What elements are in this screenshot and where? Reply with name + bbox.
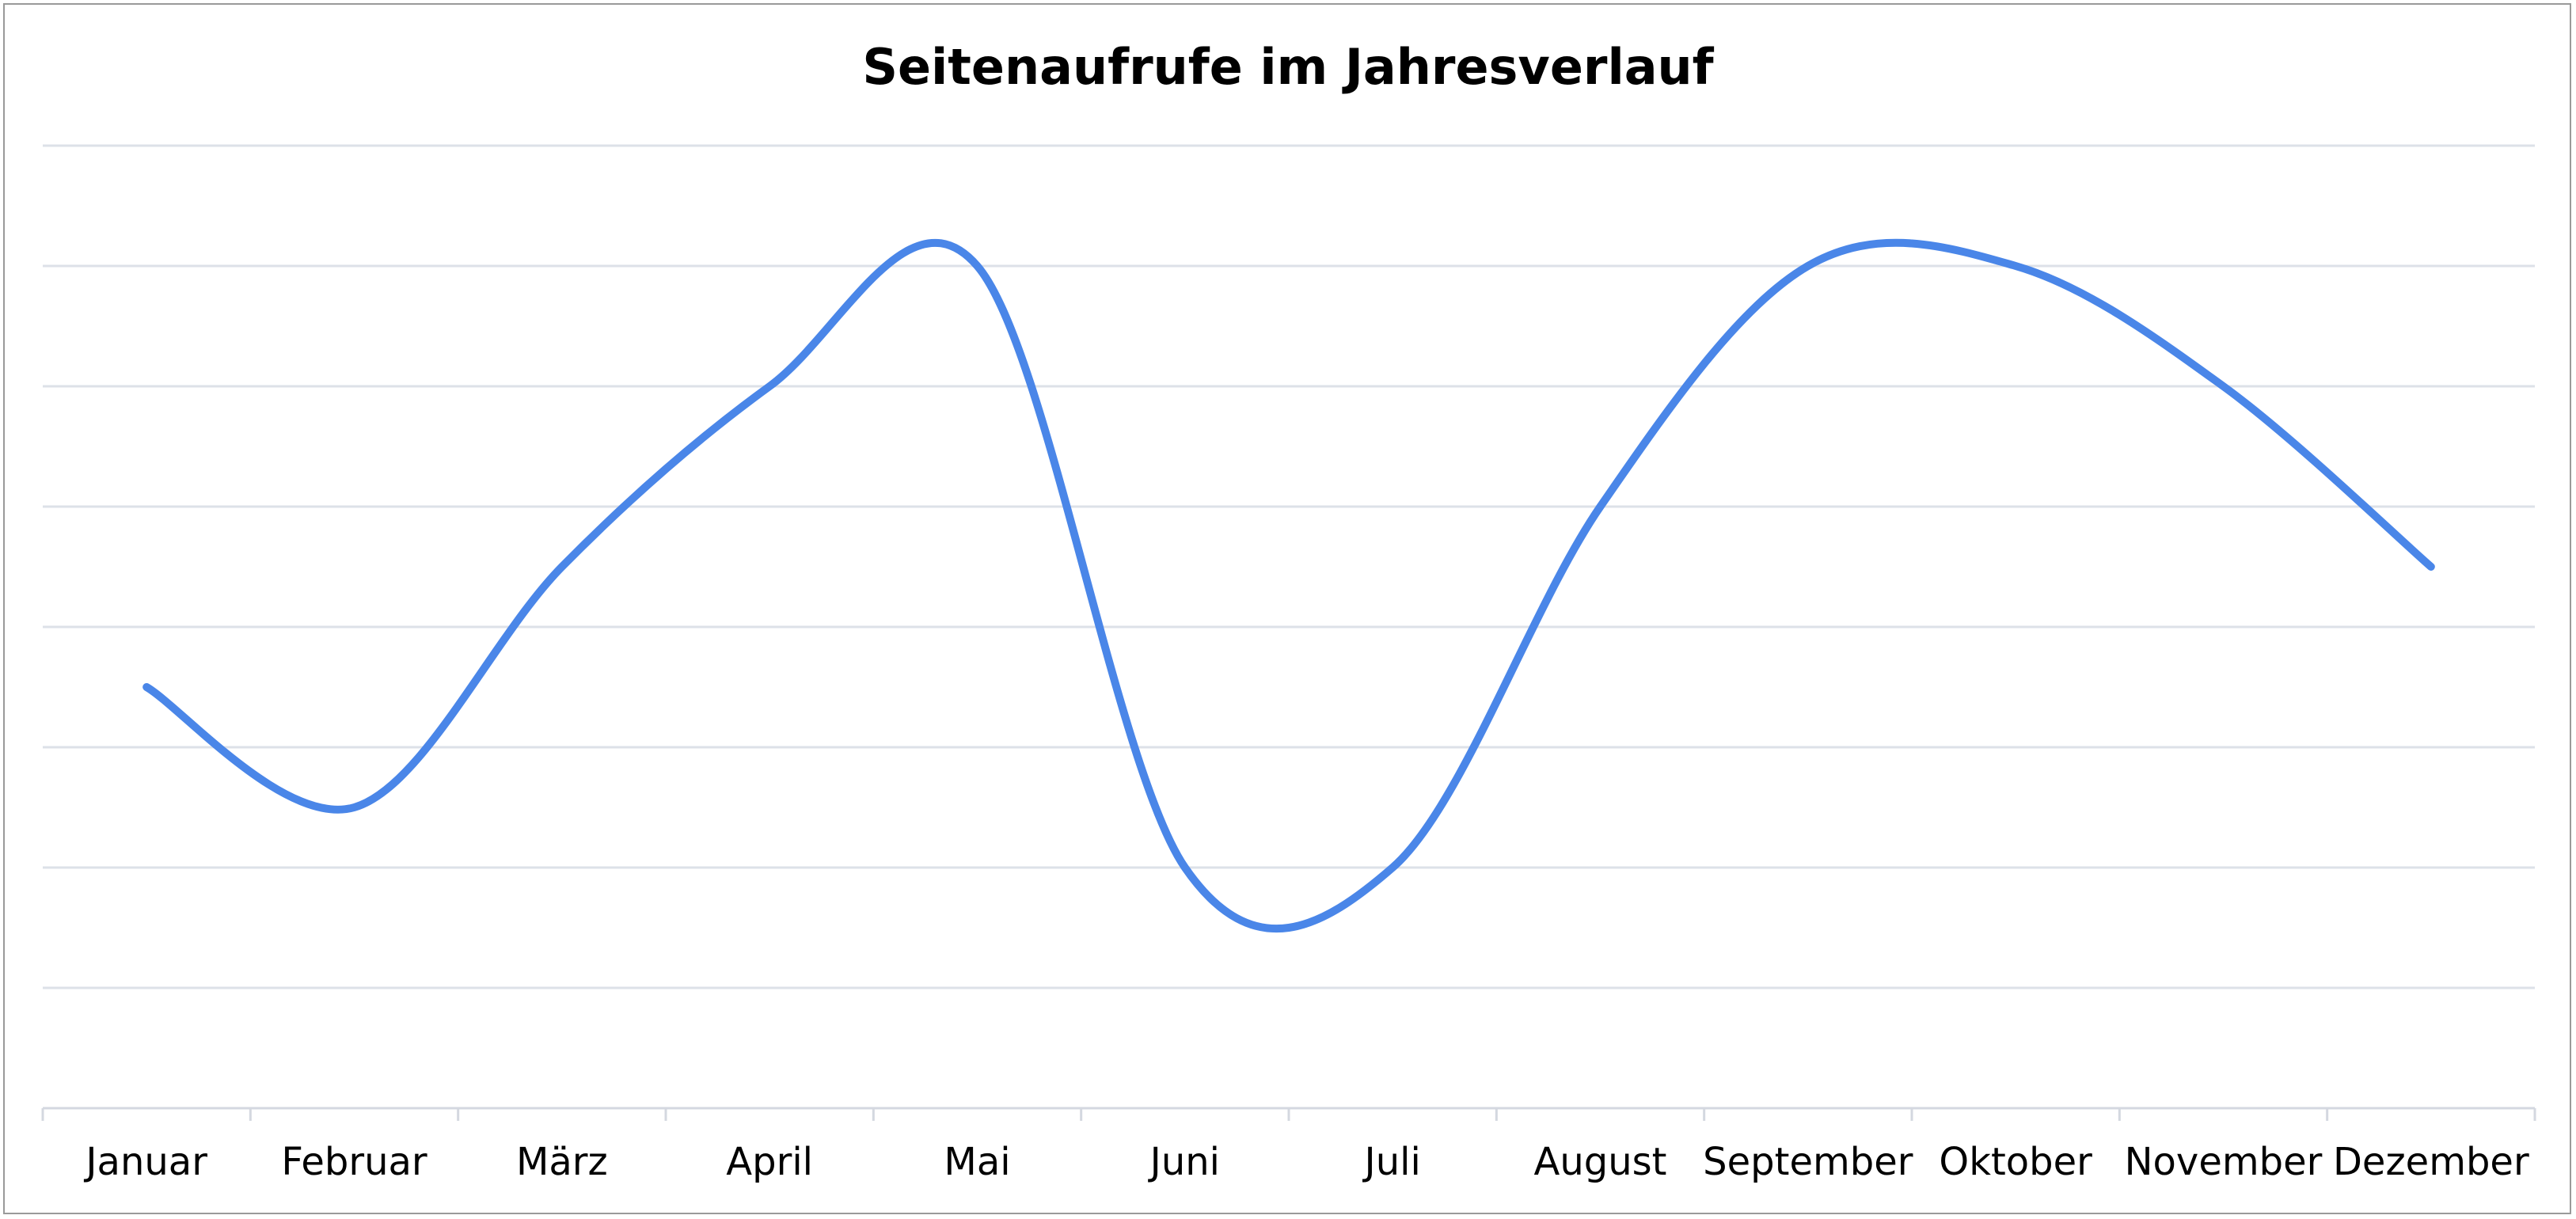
data-point-juni bbox=[1180, 863, 1190, 872]
x-axis bbox=[41, 1107, 2536, 1121]
x-tick-label: November bbox=[2125, 1140, 2323, 1184]
gridlines bbox=[43, 144, 2535, 989]
x-tick-label: März bbox=[516, 1140, 608, 1184]
x-tick-labels: Januar Februar März April Mai Juni Juli August S… bbox=[83, 1140, 2529, 1184]
x-tick-label: Juli bbox=[1362, 1140, 1421, 1184]
data-point-november bbox=[2219, 382, 2228, 391]
x-tick-label: August bbox=[1534, 1140, 1667, 1184]
chart-title: Seitenaufrufe im Jahresverlauf bbox=[862, 38, 1714, 96]
x-tick-label: Juni bbox=[1148, 1140, 1220, 1184]
x-tick-label: Februar bbox=[281, 1140, 427, 1184]
x-tick-label: September bbox=[1703, 1140, 1913, 1184]
series-layer bbox=[142, 238, 2436, 933]
data-point-oktober bbox=[2011, 261, 2020, 271]
data-point-juli bbox=[1388, 863, 1397, 872]
x-tick-label: Januar bbox=[83, 1140, 207, 1184]
x-tick-label: Oktober bbox=[1939, 1140, 2092, 1184]
data-point-märz bbox=[557, 562, 567, 572]
x-tick-label: Mai bbox=[944, 1140, 1010, 1184]
x-tick-label: April bbox=[726, 1140, 813, 1184]
data-point-dezember bbox=[2426, 562, 2436, 572]
data-point-august bbox=[1596, 502, 1605, 511]
data-point-september bbox=[1803, 261, 1813, 271]
data-point-februar bbox=[350, 803, 359, 812]
series-line bbox=[142, 238, 2435, 933]
x-tick-label: Dezember bbox=[2333, 1140, 2529, 1184]
data-point-januar bbox=[142, 682, 151, 692]
chart-frame bbox=[3, 3, 2571, 1214]
data-point-mai bbox=[973, 261, 982, 271]
data-point-april bbox=[765, 382, 774, 391]
